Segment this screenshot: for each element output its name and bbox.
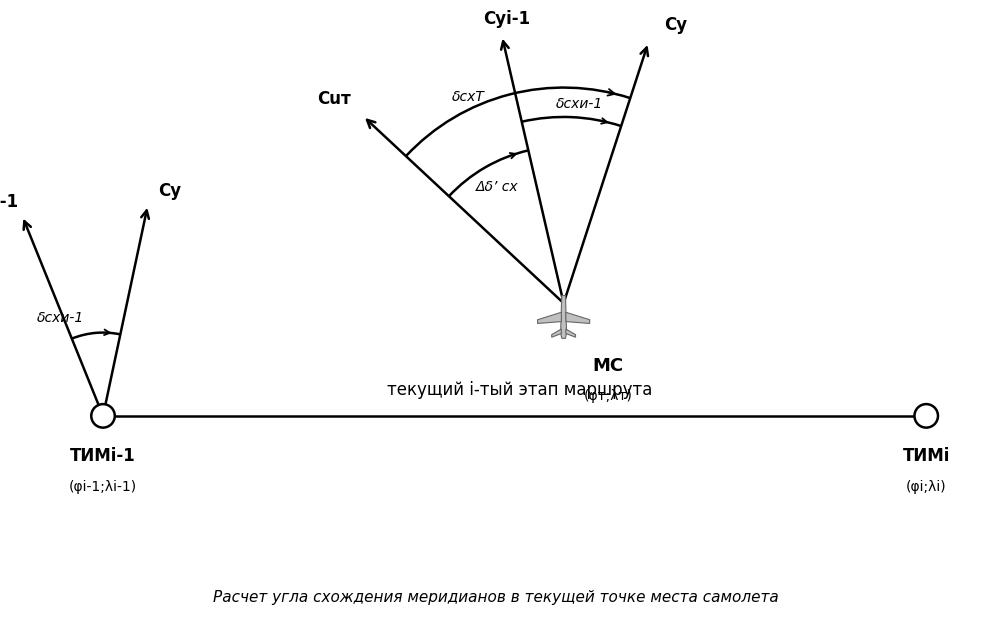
Polygon shape [560,295,566,338]
Polygon shape [538,312,561,323]
Text: δcxТ: δcxТ [451,90,484,103]
Text: δcxи-1: δcxи-1 [37,312,83,325]
Text: δcxи-1: δcxи-1 [557,97,603,112]
Text: (φi;λi): (φi;λi) [906,480,946,493]
Text: Cуi-1: Cуi-1 [483,10,531,28]
Text: Cuт: Cuт [316,90,350,108]
Circle shape [915,404,938,427]
Polygon shape [565,329,575,337]
Text: Cу: Cу [665,16,687,34]
Text: Расчет угла схождения меридианов в текущей точке места самолета: Расчет угла схождения меридианов в текущ… [213,590,779,605]
Polygon shape [565,312,589,323]
Text: (φт;λт): (φт;λт) [583,389,632,404]
Text: Cуi-1: Cуi-1 [0,193,19,211]
Text: Δδ’ cx: Δδ’ cx [476,180,519,194]
Polygon shape [552,329,561,337]
Text: Cу: Cу [158,182,181,200]
Text: ТИМi-1: ТИМi-1 [70,447,136,465]
Text: (φi-1;λi-1): (φi-1;λi-1) [69,480,137,493]
Text: ТИМi: ТИМi [903,447,950,465]
Text: текущий i-тый этап маршрута: текущий i-тый этап маршрута [387,381,652,399]
Text: МС: МС [592,357,623,375]
Circle shape [91,404,115,427]
